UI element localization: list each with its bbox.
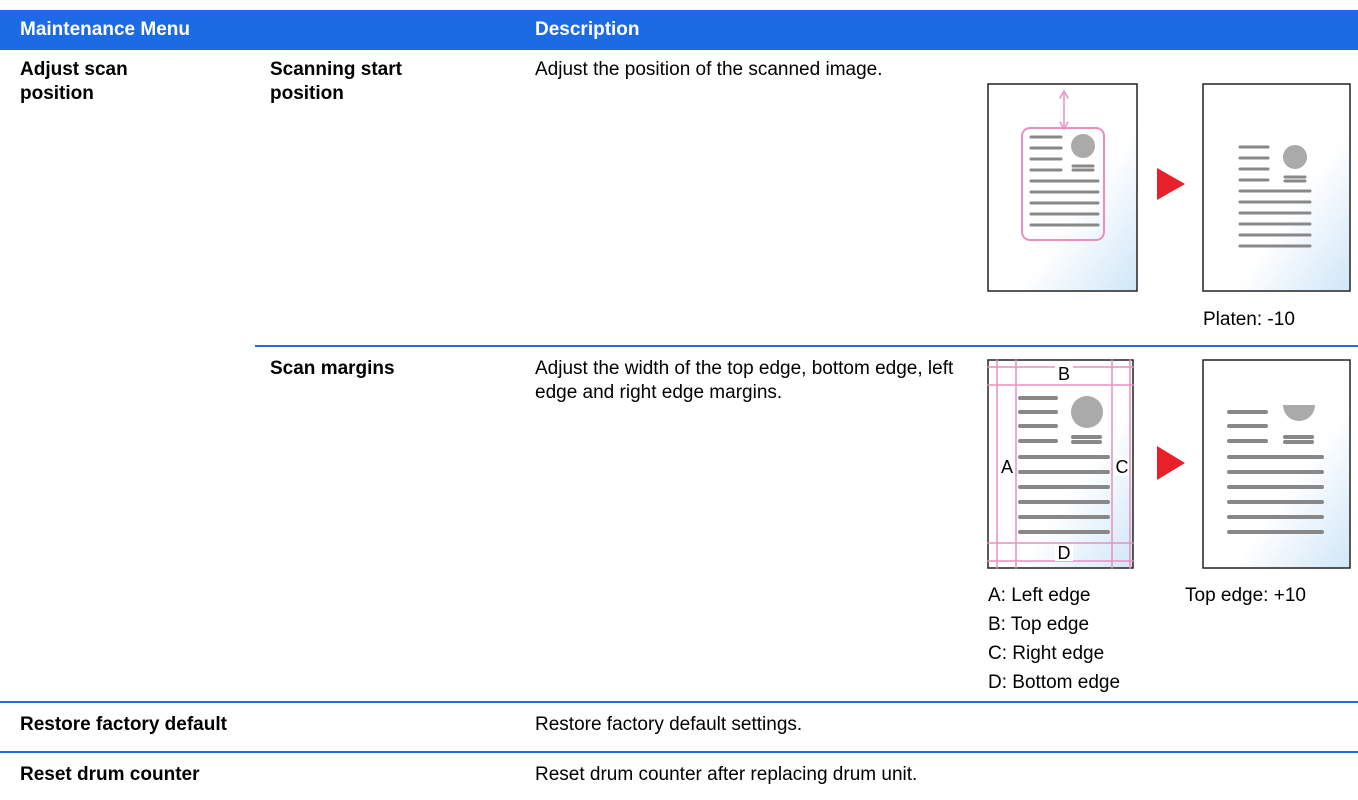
margin-label: B [1058,364,1070,384]
menu-name: Restore factory default [20,714,227,735]
menu-name: Adjust scan position [20,59,128,104]
legend-item: D: Bottom edge [988,672,1121,693]
item-description: Adjust the position of the scanned image… [535,59,883,80]
header-cell: Maintenance Menu [20,19,190,40]
illustration-start [987,83,1351,292]
legend-item: C: Right edge [988,643,1105,664]
item-name: Scanning start position [270,59,402,104]
row-rule [0,701,1358,703]
illustration-margins [987,359,1351,569]
menu-name: Reset drum counter [20,764,200,785]
item-description: Restore factory default settings. [535,714,803,735]
table-header: Maintenance Menu Description [0,10,1358,50]
item-description: Reset drum counter after replacing drum … [535,764,918,785]
caption: Platen: -10 [1203,309,1295,330]
legend-item: A: Left edge [988,585,1091,606]
legend-item: B: Top edge [988,614,1090,635]
row-rule [255,345,1358,347]
header-cell: Description [535,19,640,40]
margin-label: C [1116,457,1129,477]
caption: Top edge: +10 [1185,585,1306,606]
margin-label: A [1001,457,1013,477]
row-rule [0,751,1358,753]
item-name: Scan margins [270,358,395,379]
margin-label: D [1058,543,1071,563]
item-description: Adjust the width of the top edge, bottom… [535,358,954,403]
